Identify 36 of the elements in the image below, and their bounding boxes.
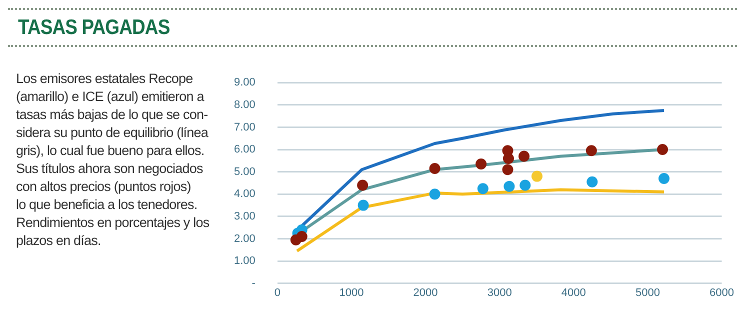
point xyxy=(358,200,369,211)
point xyxy=(296,231,308,242)
x-tick-label: 6000 xyxy=(710,287,734,300)
y-tick-label: 8.00 xyxy=(234,98,256,111)
point xyxy=(429,163,440,174)
point xyxy=(477,183,488,194)
point xyxy=(357,180,368,191)
point xyxy=(657,144,668,156)
y-tick-label: 2.00 xyxy=(234,232,256,245)
x-tick-label: 2000 xyxy=(413,287,438,300)
point xyxy=(518,150,530,162)
y-tick-label: 3.00 xyxy=(234,210,256,222)
x-tick-label: 0 xyxy=(274,287,280,300)
x-tick-label: 3000 xyxy=(487,287,512,300)
point xyxy=(504,180,515,192)
y-tick-label: - xyxy=(252,277,256,290)
point xyxy=(502,152,514,164)
x-tick-label: 1000 xyxy=(339,287,364,300)
text: Los emisores estatales Recope (amarillo) e ICE (azul) emitieron a tasas más bajas de lo que se con- sidera su punto de equilibrio (línea gris), lo cual fue bueno para ellos. Sus títulos ahora son negociados con altos precios (puntos rojos) lo que beneficia a los tenedores. Rendimientos en porcentajes y los plazos en días. xyxy=(16,71,210,248)
y-tick-label: 7.00 xyxy=(234,121,256,134)
point xyxy=(531,170,542,182)
point xyxy=(586,176,598,188)
x-tick-label: 4000 xyxy=(561,287,586,300)
y-tick-label: 4.00 xyxy=(234,188,256,200)
y-tick-label: 1.00 xyxy=(234,255,256,268)
point xyxy=(502,164,514,176)
y-tick-label: 6.00 xyxy=(234,144,256,156)
point xyxy=(476,158,487,170)
x-tick-label: 5000 xyxy=(635,287,660,300)
point xyxy=(658,173,670,184)
y-tick-label: 5.00 xyxy=(234,166,256,178)
point xyxy=(586,145,597,156)
y-tick-label: 9.00 xyxy=(234,76,256,89)
point xyxy=(520,180,531,191)
point xyxy=(429,188,440,200)
text: TASAS PAGADAS xyxy=(18,16,170,40)
